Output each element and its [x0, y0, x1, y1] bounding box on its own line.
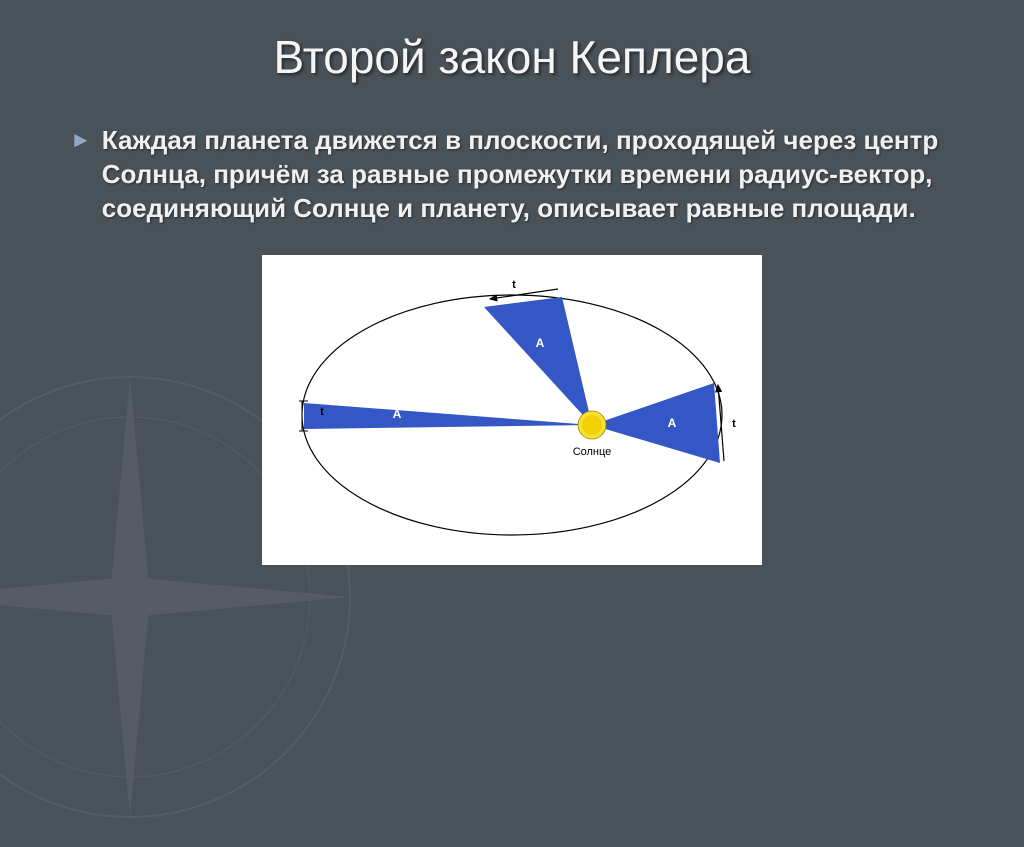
- bullet-icon: ►: [70, 124, 92, 156]
- svg-text:A: A: [393, 407, 402, 421]
- svg-text:t: t: [512, 279, 516, 291]
- svg-text:Солнце: Солнце: [573, 446, 612, 458]
- svg-text:A: A: [536, 336, 545, 350]
- slide: Второй закон Кеплера ► Каждая планета дв…: [0, 0, 1024, 767]
- diagram-container: Солнце At At At: [50, 255, 974, 565]
- kepler-diagram: Солнце At At At: [262, 255, 762, 565]
- body-row: ► Каждая планета движется в плоскости, п…: [50, 124, 974, 225]
- svg-text:t: t: [732, 418, 736, 430]
- svg-text:A: A: [668, 416, 677, 430]
- body-text: Каждая планета движется в плоскости, про…: [102, 124, 974, 225]
- slide-title: Второй закон Кеплера: [50, 30, 974, 84]
- svg-text:t: t: [320, 406, 324, 418]
